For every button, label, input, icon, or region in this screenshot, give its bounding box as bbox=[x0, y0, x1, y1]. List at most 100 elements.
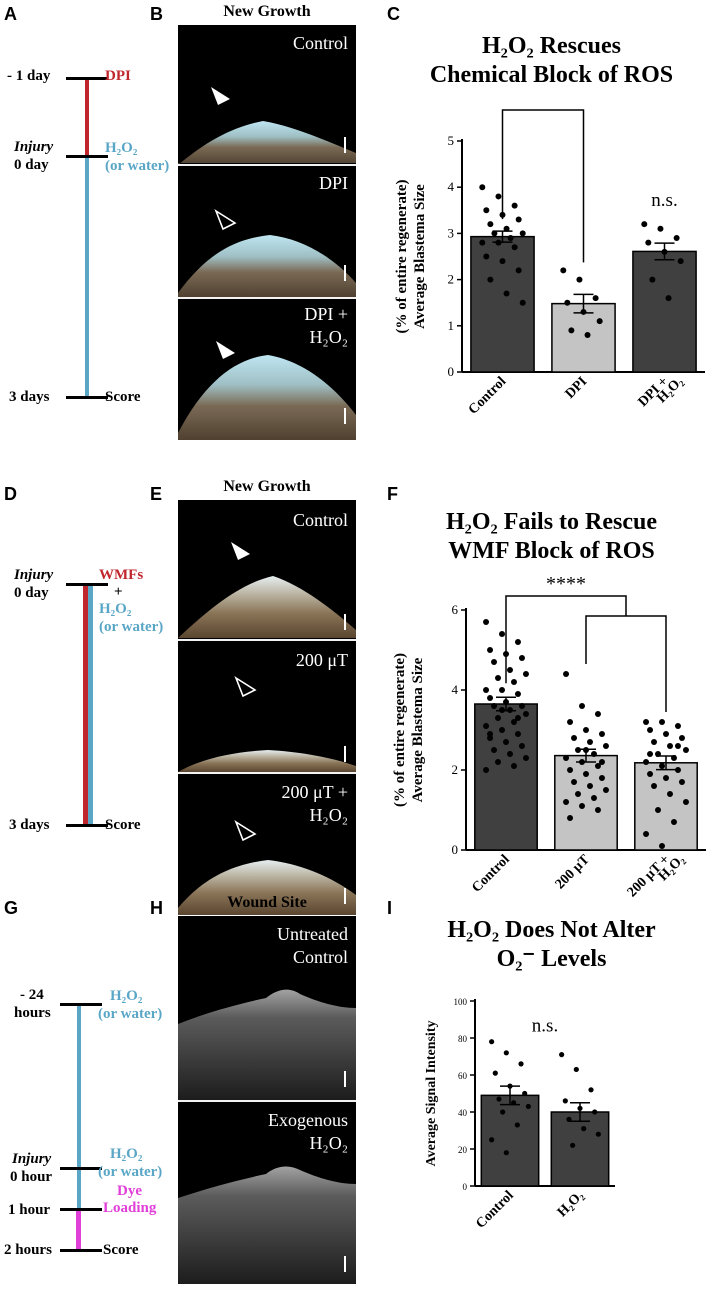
data-point bbox=[661, 248, 668, 255]
data-point bbox=[643, 831, 650, 837]
chart-f: 0 2 4 6 Average Blastema Size(% of entire re… bbox=[392, 575, 706, 900]
timeline-g-tick-2 bbox=[60, 1167, 102, 1170]
data-point bbox=[592, 295, 599, 302]
data-point bbox=[510, 719, 517, 725]
arrowhead-open-icon bbox=[234, 820, 257, 842]
data-point bbox=[483, 619, 490, 625]
image-e-caption-control: Control bbox=[292, 510, 348, 530]
panel-label-b: B bbox=[150, 4, 163, 24]
data-point bbox=[506, 751, 513, 757]
timeline-g-h2o2-a: H₂O₂ bbox=[110, 988, 143, 1004]
timeline-g-tick-3 bbox=[60, 1208, 102, 1211]
image-h-divider bbox=[178, 1100, 356, 1102]
data-point bbox=[500, 1109, 506, 1115]
timeline-a-blue-segment bbox=[85, 157, 89, 397]
y-tick-label: 5 bbox=[448, 133, 455, 148]
image-b-divider-2 bbox=[178, 297, 356, 299]
data-point bbox=[677, 258, 684, 265]
data-point bbox=[507, 235, 514, 242]
image-b-divider-1 bbox=[178, 164, 356, 166]
data-point bbox=[491, 747, 498, 753]
y-axis-label: (% of entire regenerate) bbox=[392, 653, 408, 807]
data-point bbox=[514, 1122, 520, 1128]
timeline-a-h2o2-sub: (or water) bbox=[105, 158, 170, 174]
bar bbox=[550, 1111, 610, 1187]
y-tick-label: 4 bbox=[448, 179, 455, 194]
data-point bbox=[563, 799, 570, 805]
image-b-caption-control: Control bbox=[292, 33, 348, 53]
significance-label: n.s. bbox=[532, 1016, 558, 1037]
data-point bbox=[576, 276, 583, 283]
data-point bbox=[651, 783, 658, 789]
timeline-a-dpi: DPI bbox=[105, 68, 131, 84]
data-point bbox=[483, 767, 490, 773]
data-point bbox=[598, 731, 605, 737]
data-point bbox=[491, 230, 498, 237]
y-tick-label: 0 bbox=[463, 1182, 468, 1192]
timeline-g-dye: Dye bbox=[117, 1183, 142, 1199]
image-b-caption-dpi-plus: DPI + bbox=[304, 304, 348, 324]
panel-label-g: G bbox=[4, 898, 19, 918]
data-point bbox=[651, 739, 658, 745]
data-point bbox=[495, 759, 502, 765]
data-point bbox=[495, 675, 502, 681]
data-point bbox=[566, 1116, 572, 1122]
x-category-label: Control bbox=[473, 1188, 517, 1232]
arrowhead-filled-icon bbox=[211, 87, 230, 105]
data-point bbox=[575, 791, 582, 797]
significance-label: **** bbox=[523, 100, 563, 107]
image-b-caption-dpi: DPI bbox=[318, 173, 348, 193]
data-point bbox=[511, 1100, 517, 1106]
data-point bbox=[579, 703, 586, 709]
data-point bbox=[506, 667, 513, 673]
image-h-caption-untreated: Untreated bbox=[277, 924, 348, 944]
data-point bbox=[584, 332, 591, 339]
data-point bbox=[674, 767, 681, 773]
data-point bbox=[682, 799, 689, 805]
y-tick-label: 1 bbox=[448, 318, 455, 333]
chart-i: 0 20 40 60 80 100 Average Signal Intensity Cont… bbox=[424, 997, 615, 1232]
data-point bbox=[483, 253, 490, 260]
timeline-d-blue-segment bbox=[88, 585, 93, 825]
timeline-d-score: Score bbox=[105, 817, 141, 833]
panel-label-f: F bbox=[387, 484, 398, 504]
data-point bbox=[598, 775, 605, 781]
timeline-g-label-0hour: 0 hour bbox=[10, 1169, 53, 1185]
y-tick-label: 2 bbox=[448, 272, 455, 287]
data-point bbox=[487, 647, 494, 653]
bar bbox=[551, 302, 616, 373]
data-point bbox=[510, 763, 517, 769]
data-point bbox=[487, 731, 494, 737]
timeline-a-label-injury: Injury bbox=[14, 139, 54, 155]
image-b-micrographs bbox=[178, 87, 356, 440]
data-point bbox=[583, 747, 589, 753]
data-point bbox=[598, 759, 605, 765]
data-point bbox=[511, 244, 518, 251]
data-point bbox=[645, 239, 652, 246]
data-point bbox=[659, 763, 666, 769]
data-point bbox=[673, 235, 680, 242]
timeline-a-red-segment bbox=[85, 79, 89, 157]
image-e-scalebar-2 bbox=[344, 746, 346, 762]
data-point bbox=[510, 679, 517, 685]
data-point bbox=[575, 747, 582, 753]
timeline-a-score: Score bbox=[105, 389, 141, 405]
data-point bbox=[525, 1103, 531, 1110]
timeline-d-h2o2-sub: (or water) bbox=[99, 619, 164, 635]
chart-f-title-line-2: WMF Block of ROS bbox=[448, 537, 655, 564]
image-e-scalebar-3 bbox=[344, 888, 346, 904]
data-point bbox=[590, 795, 597, 801]
image-e-caption-h2o2: H₂O₂ bbox=[309, 805, 348, 825]
y-tick-label: 100 bbox=[454, 997, 468, 1007]
data-point bbox=[507, 1083, 513, 1089]
timeline-g-score: Score bbox=[103, 1242, 139, 1258]
data-point bbox=[489, 1137, 495, 1143]
timeline-a-label-0day: 0 day bbox=[14, 157, 49, 173]
data-point bbox=[503, 290, 510, 297]
x-category-label: 200 μT bbox=[553, 852, 594, 893]
bar bbox=[632, 250, 697, 373]
data-point bbox=[596, 318, 603, 325]
image-e-caption-200ut-plus: 200 μT + bbox=[281, 782, 348, 802]
data-point bbox=[487, 221, 494, 228]
timeline-d-h2o2: H₂O₂ bbox=[99, 601, 132, 617]
